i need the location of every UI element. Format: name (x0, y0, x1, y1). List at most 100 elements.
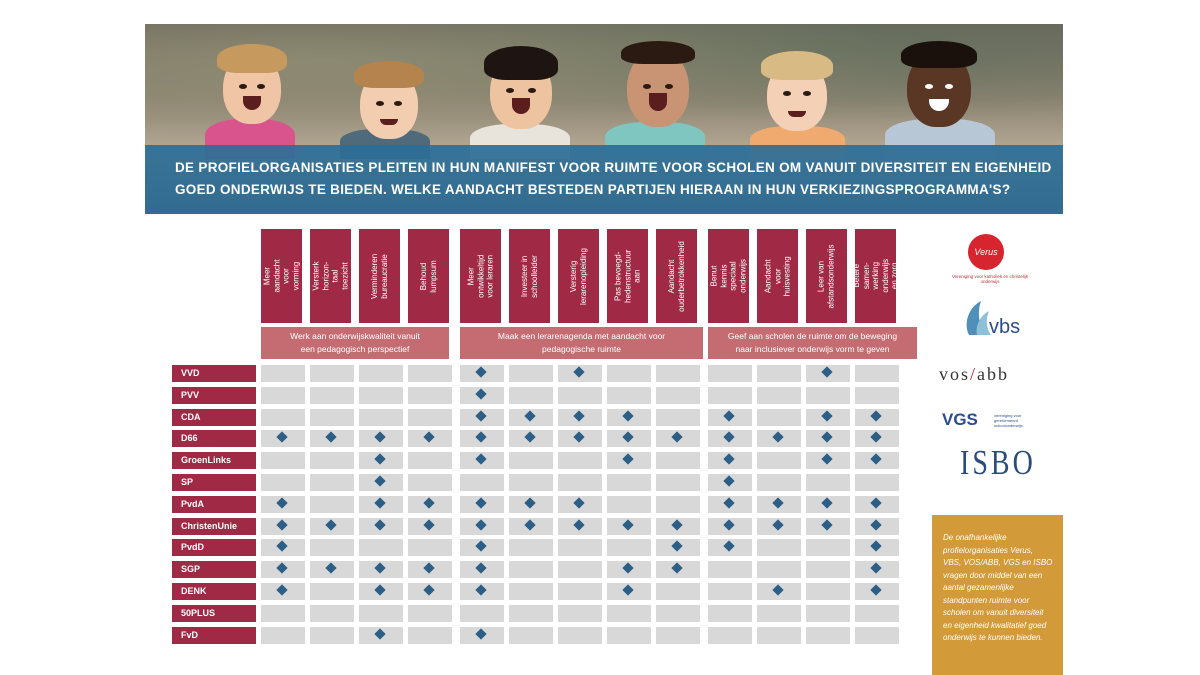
column-header: Meer ontwikkeltijd voor leraren (460, 229, 501, 323)
matrix-cell (261, 430, 305, 448)
matrix-cell (310, 452, 354, 470)
diamond-marker-icon (870, 584, 882, 596)
matrix-cell (607, 626, 651, 644)
diamond-marker-icon (374, 562, 386, 574)
matrix-cell (607, 561, 651, 579)
matrix-cell (757, 561, 801, 579)
matrix-cell (359, 386, 403, 404)
matrix-cell (656, 386, 700, 404)
column-header: Versterk horizon-taal toezicht (310, 229, 351, 323)
diamond-marker-icon (276, 497, 288, 509)
column-header: Meer aandacht voor vorming (261, 229, 302, 323)
child-face (484, 46, 558, 129)
group-header: Maak een lerarenagenda met aandacht voor… (460, 327, 703, 359)
diamond-marker-icon (524, 518, 536, 531)
group-header: Werk aan onderwijskwaliteit vanuit een pe… (261, 327, 449, 359)
matrix-cell (855, 626, 899, 644)
matrix-cell (806, 495, 850, 513)
vosabb-logo-left: vos (939, 364, 971, 384)
diamond-marker-icon (772, 584, 784, 596)
matrix-cell (261, 474, 305, 491)
diamond-marker-icon (772, 518, 784, 531)
diamond-marker-icon (870, 497, 882, 509)
matrix-cell (310, 604, 354, 622)
info-note: De onafhankelijke profielorganisaties Ve… (932, 515, 1063, 675)
vosabb-logo-separator: / (970, 364, 978, 384)
child-face (354, 61, 424, 139)
matrix-cell (757, 495, 801, 513)
matrix-cell (261, 365, 305, 382)
diamond-marker-icon (671, 518, 683, 531)
matrix-cell (708, 430, 752, 448)
matrix-cell (310, 386, 354, 404)
party-label: VVD (172, 365, 256, 382)
matrix-cell (408, 583, 452, 600)
column-header-label: Leer van afstandsonderwijs (817, 243, 836, 309)
column-header-label: Aandacht voor huisvesting (763, 255, 792, 297)
matrix-cell (806, 386, 850, 404)
diamond-marker-icon (723, 540, 735, 553)
column-header-label: Meer ontwikkeltijd voor leraren (466, 254, 495, 298)
diamond-marker-icon (423, 584, 435, 596)
matrix-cell (359, 583, 403, 600)
diamond-marker-icon (573, 366, 585, 378)
party-label: D66 (172, 430, 256, 448)
column-header-label: Meer aandacht voor vorming (262, 259, 301, 293)
diamond-marker-icon (622, 584, 634, 596)
column-header: Verminderen bureaucratie (359, 229, 400, 323)
matrix-cell (558, 626, 602, 644)
matrix-cell (855, 561, 899, 579)
matrix-cell (509, 365, 553, 382)
matrix-cell (460, 408, 504, 426)
matrix-cell (806, 408, 850, 426)
matrix-cell (806, 604, 850, 622)
column-header-label: Pas bevoegd-hedenstructuur aan (613, 249, 642, 303)
group-header-line: Geef aan scholen de ruimte om de bewegin… (727, 331, 898, 341)
matrix-cell (509, 626, 553, 644)
matrix-cell (656, 495, 700, 513)
column-header-label: Behoud lumpsum (419, 259, 438, 293)
matrix-cell (757, 408, 801, 426)
matrix-cell (310, 408, 354, 426)
matrix-cell (806, 474, 850, 491)
group-header: Geef aan scholen de ruimte om de bewegin… (708, 327, 917, 359)
column-header-label: Investeer in schoolleider (520, 254, 539, 298)
matrix-cell (806, 626, 850, 644)
diamond-marker-icon (723, 475, 735, 487)
matrix-cell (757, 626, 801, 644)
matrix-cell (460, 583, 504, 600)
group-header-line: een pedagogisch perspectief (300, 344, 410, 354)
headline-line-2: GOED ONDERWIJS TE BIEDEN. WELKE AANDACHT… (175, 182, 1011, 197)
diamond-marker-icon (671, 431, 683, 444)
matrix-cell (855, 583, 899, 600)
matrix-cell (359, 365, 403, 382)
matrix-cell (558, 604, 602, 622)
matrix-cell (408, 474, 452, 491)
diamond-marker-icon (423, 562, 435, 574)
matrix-cell (408, 626, 452, 644)
matrix-cell (607, 583, 651, 600)
matrix-cell (460, 495, 504, 513)
child-face (901, 41, 977, 127)
matrix-cell (408, 495, 452, 513)
matrix-cell (607, 408, 651, 426)
diamond-marker-icon (374, 475, 386, 487)
matrix-cell (708, 474, 752, 491)
matrix-cell (708, 539, 752, 557)
diamond-marker-icon (475, 453, 487, 465)
column-header-label: Verminderen bureaucratie (370, 253, 389, 299)
matrix-cell (261, 452, 305, 470)
matrix-cell (359, 561, 403, 579)
verus-tagline: Vereniging voor katholiek en christelijk… (951, 274, 1029, 284)
diamond-marker-icon (573, 409, 585, 422)
group-header-line: Maak een lerarenagenda met aandacht voor (497, 331, 666, 341)
matrix-cell (261, 583, 305, 600)
diamond-marker-icon (870, 409, 882, 422)
matrix-cell (806, 517, 850, 535)
diamond-marker-icon (475, 584, 487, 596)
diamond-marker-icon (573, 497, 585, 509)
diamond-marker-icon (423, 431, 435, 444)
matrix-cell (607, 386, 651, 404)
matrix-cell (509, 495, 553, 513)
matrix-cell (261, 408, 305, 426)
